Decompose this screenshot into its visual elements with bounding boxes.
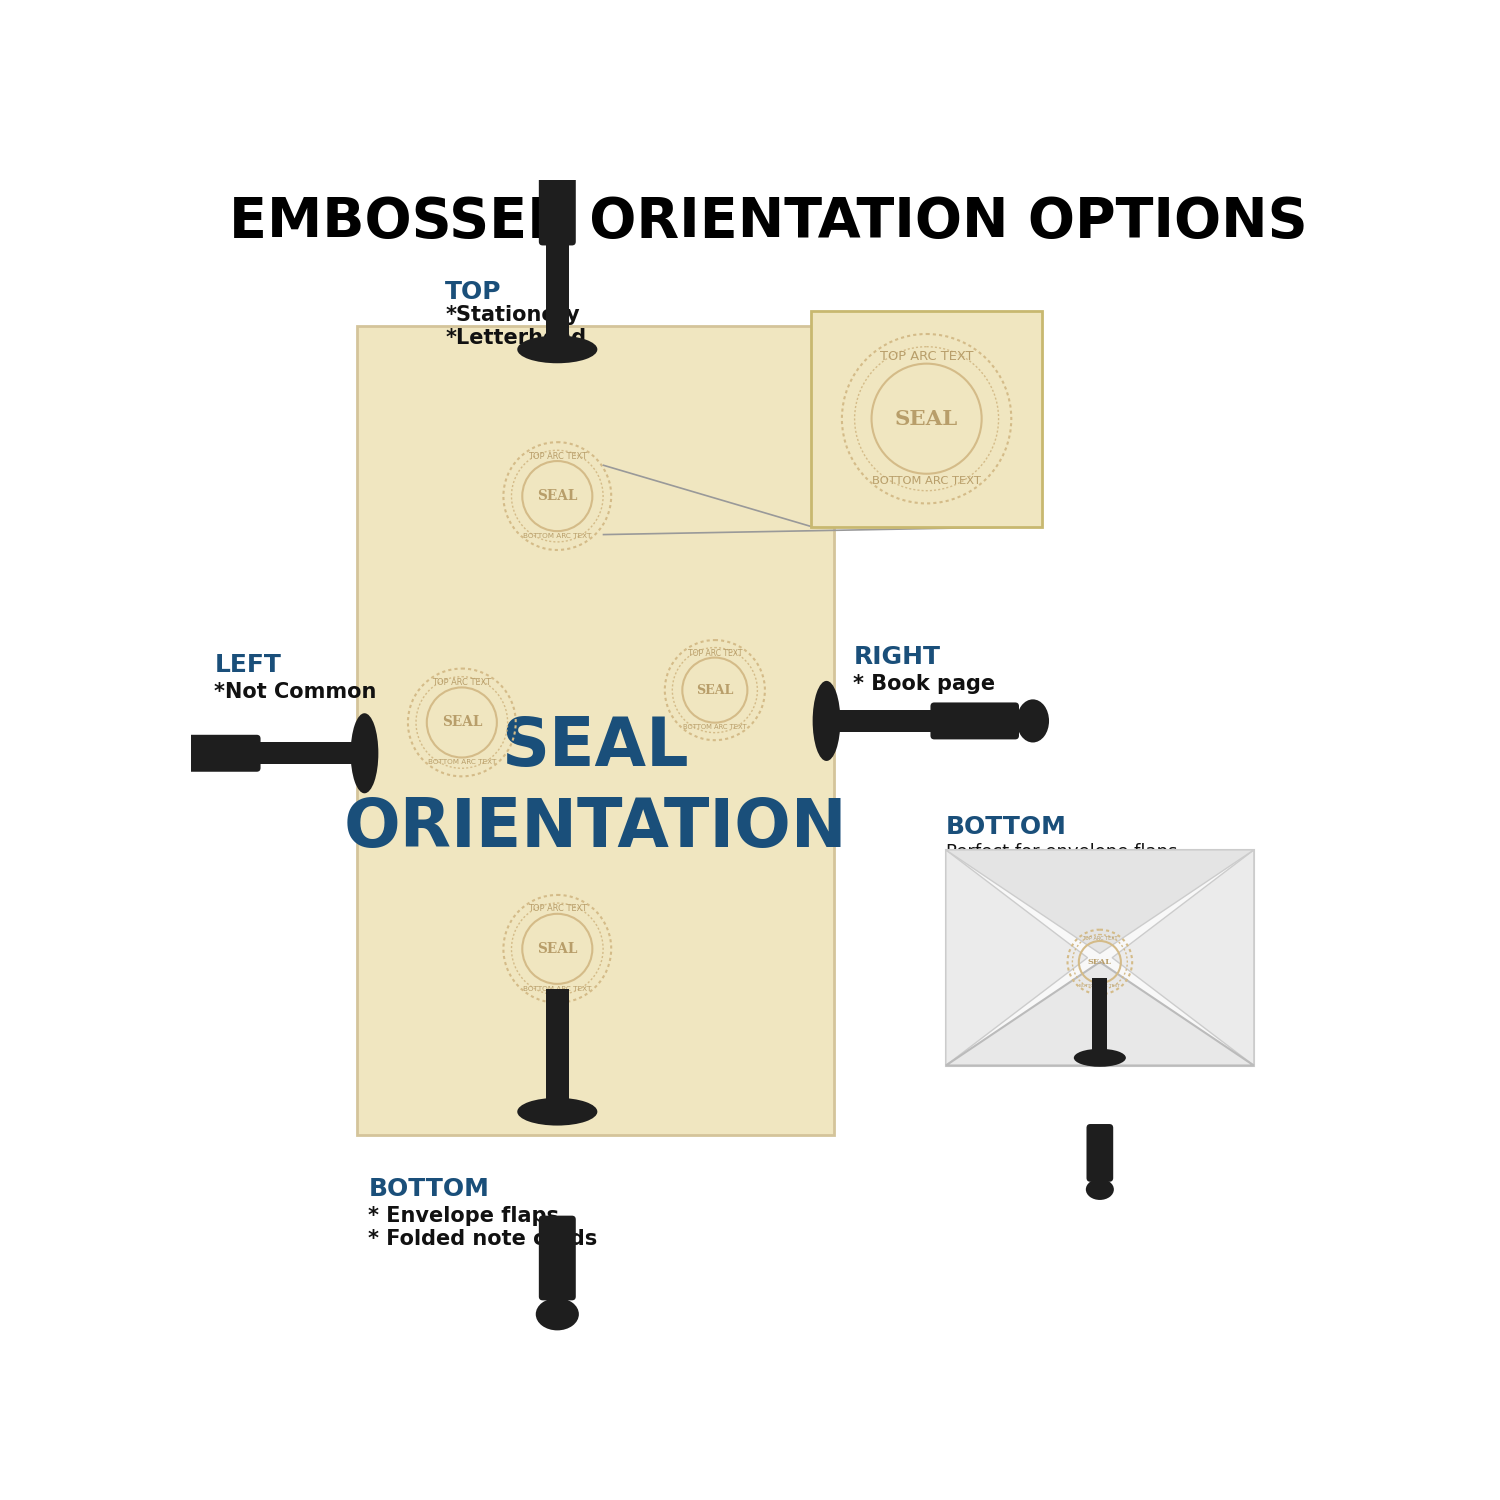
Text: SEAL: SEAL <box>537 942 578 956</box>
Polygon shape <box>946 850 1088 1065</box>
Text: or bottom of page seals: or bottom of page seals <box>946 864 1161 882</box>
Bar <box>546 226 568 350</box>
Text: ORIENTATION: ORIENTATION <box>344 795 848 861</box>
Text: RIGHT: RIGHT <box>853 645 940 669</box>
Ellipse shape <box>536 130 579 164</box>
Text: SEAL: SEAL <box>696 684 734 696</box>
FancyBboxPatch shape <box>930 702 1019 740</box>
Text: BOTTOM ARC TEXT: BOTTOM ARC TEXT <box>427 759 496 765</box>
Bar <box>546 988 568 1112</box>
Ellipse shape <box>518 1098 597 1125</box>
Ellipse shape <box>351 712 378 794</box>
FancyBboxPatch shape <box>538 160 576 246</box>
Text: BOTTOM ARC TEXT: BOTTOM ARC TEXT <box>1080 984 1120 988</box>
Text: TOP ARC TEXT: TOP ARC TEXT <box>528 904 586 914</box>
Text: LEFT: LEFT <box>214 652 280 676</box>
Text: SEAL: SEAL <box>537 489 578 502</box>
Text: SEAL: SEAL <box>501 714 690 780</box>
Ellipse shape <box>813 681 840 760</box>
Text: TOP ARC TEXT: TOP ARC TEXT <box>432 678 492 687</box>
Text: * Book page: * Book page <box>853 675 996 694</box>
Text: BOTTOM ARC TEXT: BOTTOM ARC TEXT <box>871 477 981 486</box>
FancyBboxPatch shape <box>172 735 261 771</box>
Bar <box>1092 978 1107 1058</box>
Text: TOP: TOP <box>446 279 503 303</box>
Polygon shape <box>1112 850 1254 1065</box>
Text: SEAL: SEAL <box>1088 958 1112 966</box>
Text: BOTTOM ARC TEXT: BOTTOM ARC TEXT <box>524 532 591 538</box>
Text: *Not Common: *Not Common <box>214 682 376 702</box>
Text: TOP ARC TEXT: TOP ARC TEXT <box>1082 936 1118 940</box>
Text: EMBOSSER ORIENTATION OPTIONS: EMBOSSER ORIENTATION OPTIONS <box>230 195 1308 249</box>
Text: TOP ARC TEXT: TOP ARC TEXT <box>528 452 586 460</box>
Text: *Stationery: *Stationery <box>446 304 580 326</box>
Polygon shape <box>946 850 1254 954</box>
Ellipse shape <box>142 732 174 776</box>
Bar <box>827 710 950 732</box>
FancyBboxPatch shape <box>538 1215 576 1300</box>
Ellipse shape <box>1086 1179 1114 1200</box>
Bar <box>946 850 1254 1065</box>
Text: Perfect for envelope flaps: Perfect for envelope flaps <box>946 843 1178 861</box>
Bar <box>357 327 834 1136</box>
Text: BOTTOM: BOTTOM <box>946 815 1066 839</box>
Text: SEAL: SEAL <box>441 716 482 729</box>
Text: BOTTOM: BOTTOM <box>369 1176 489 1200</box>
Ellipse shape <box>518 336 597 363</box>
Ellipse shape <box>1074 1048 1126 1066</box>
Bar <box>812 310 1042 526</box>
Ellipse shape <box>536 1298 579 1330</box>
Text: BOTTOM ARC TEXT: BOTTOM ARC TEXT <box>682 724 747 730</box>
Text: TOP ARC TEXT: TOP ARC TEXT <box>687 648 742 657</box>
Bar <box>242 742 364 764</box>
FancyBboxPatch shape <box>1086 1124 1113 1182</box>
Text: * Folded note cards: * Folded note cards <box>369 1228 597 1248</box>
Text: TOP ARC TEXT: TOP ARC TEXT <box>880 350 974 363</box>
Text: *Letterhead: *Letterhead <box>446 328 586 348</box>
Ellipse shape <box>1017 699 1048 742</box>
Text: BOTTOM ARC TEXT: BOTTOM ARC TEXT <box>524 986 591 992</box>
Text: * Envelope flaps: * Envelope flaps <box>369 1206 560 1225</box>
Polygon shape <box>946 962 1254 1065</box>
Text: SEAL: SEAL <box>896 408 958 429</box>
